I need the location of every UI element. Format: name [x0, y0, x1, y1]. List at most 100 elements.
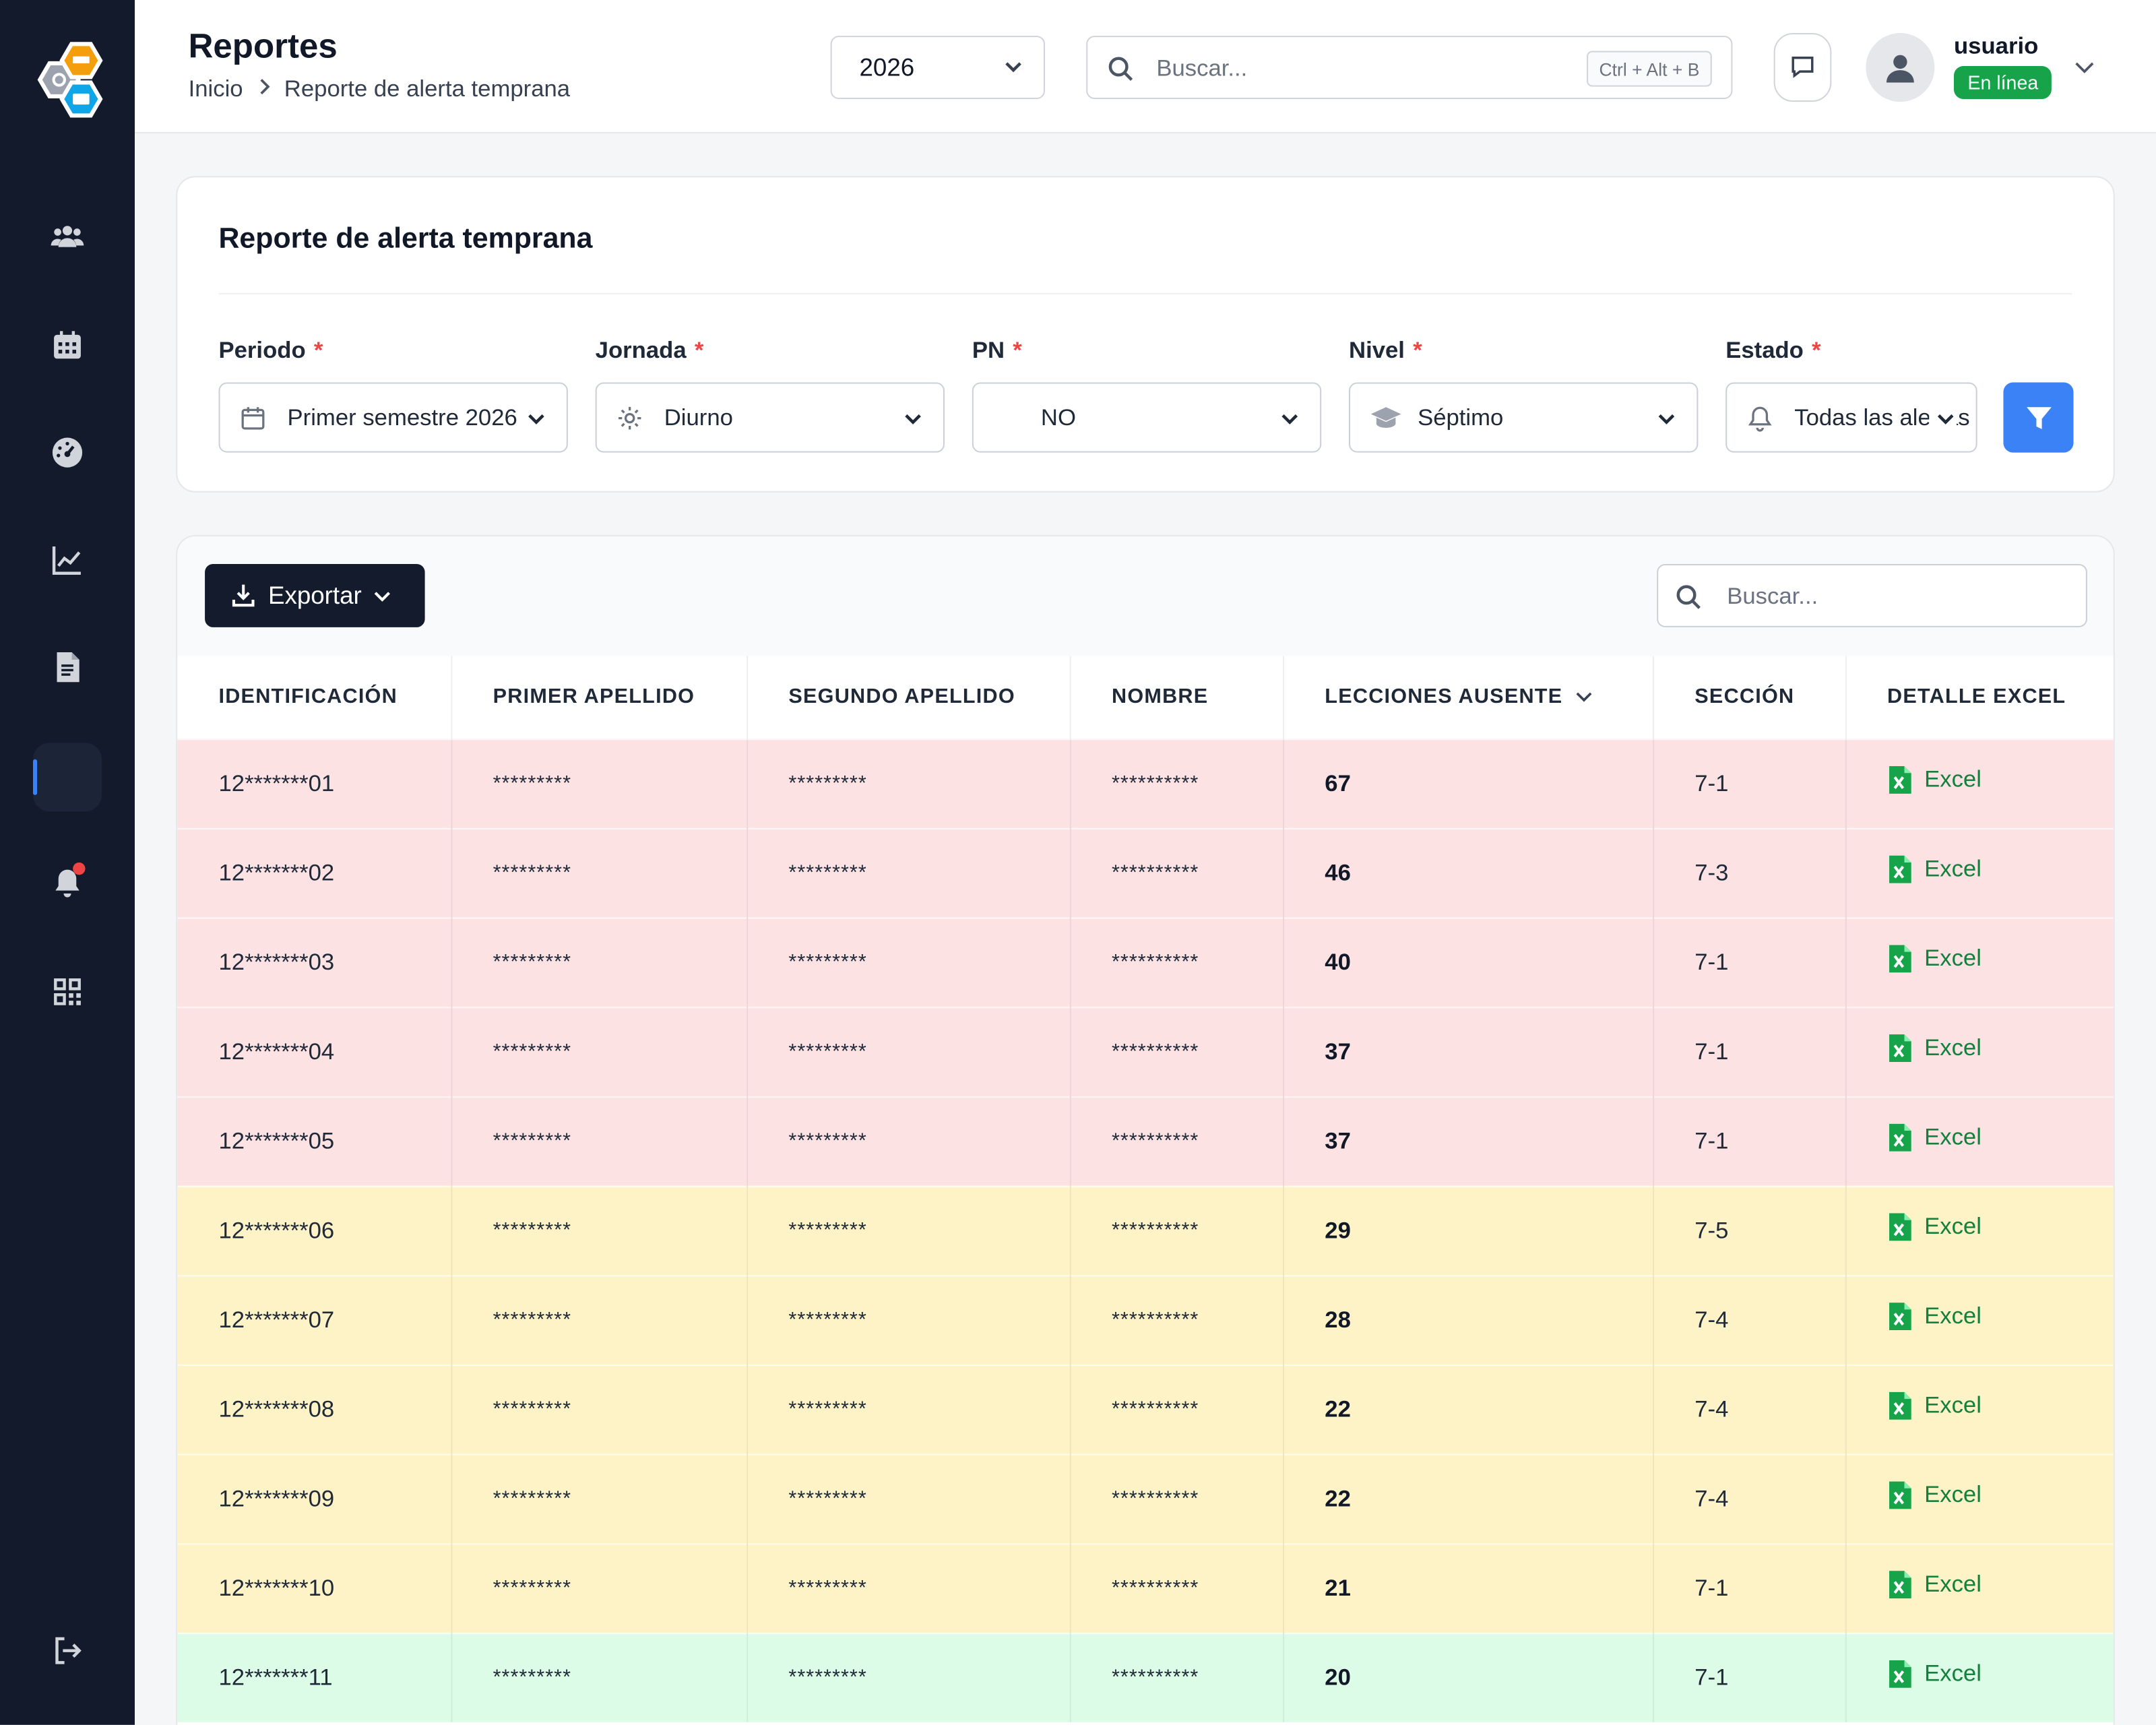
sidebar — [0, 0, 135, 1725]
excel-link-label: Excel — [1924, 1571, 1981, 1598]
excel-download-link[interactable]: Excel — [1887, 765, 1981, 795]
table-row[interactable]: 12*******04 ********* ********* ********** 3… — [177, 1006, 2114, 1096]
estado-select[interactable]: Todas las alertas — [1725, 382, 1977, 453]
excel-file-icon — [1889, 1303, 1911, 1331]
apply-filter-button[interactable] — [2003, 382, 2074, 453]
year-select[interactable]: 2026 — [830, 36, 1046, 99]
table-row[interactable]: 12*******08 ********* ********* ********** 2… — [177, 1364, 2114, 1454]
sidebar-item-reports-active[interactable] — [32, 743, 102, 812]
table-row[interactable]: 12*******10 ********* ********* ********** 2… — [177, 1542, 2114, 1633]
avatar[interactable] — [1866, 32, 1935, 102]
report-table-card: Exportar Buscar... IDENTIFICACIÓN PRIMER… — [176, 535, 2115, 1725]
nivel-select[interactable]: Séptimo — [1349, 382, 1699, 453]
search-icon — [1107, 55, 1135, 90]
sidebar-item-documents[interactable] — [33, 633, 102, 701]
table-row[interactable]: 12*******01 ********* ********* ********** 6… — [177, 738, 2114, 828]
cell-segundo-apellido: ********* — [747, 1274, 1071, 1365]
user-menu-chevron-down-icon[interactable] — [2074, 58, 2096, 84]
cell-primer-apellido: ********* — [451, 1095, 748, 1186]
download-icon — [232, 584, 255, 607]
sidebar-item-alerts[interactable] — [33, 849, 102, 918]
table-row[interactable]: 12*******05 ********* ********* ********** 3… — [177, 1095, 2114, 1186]
chevron-down-icon — [1003, 55, 1025, 84]
excel-download-link[interactable]: Excel — [1887, 1480, 1981, 1511]
cell-segundo-apellido: ********* — [747, 916, 1071, 1007]
bell-icon — [1746, 404, 1774, 439]
document-icon — [57, 652, 80, 683]
excel-file-icon — [1889, 1660, 1911, 1689]
sidebar-item-users[interactable] — [33, 202, 102, 271]
cell-segundo-apellido: ********* — [747, 827, 1071, 918]
cell-primer-apellido: ********* — [451, 916, 748, 1007]
column-header-identificacion[interactable]: IDENTIFICACIÓN — [177, 656, 452, 739]
sidebar-item-dashboard[interactable] — [33, 418, 102, 487]
periodo-select[interactable]: Primer semestre 2026 — [218, 382, 568, 453]
cell-lecciones-ausente: 67 — [1283, 738, 1654, 828]
cell-seccion: 7-1 — [1653, 916, 1846, 1007]
excel-link-label: Excel — [1924, 766, 1981, 792]
user-name: usuario — [1953, 32, 2039, 59]
column-header-nombre[interactable]: NOMBRE — [1069, 656, 1284, 739]
sidebar-item-analytics[interactable] — [33, 526, 102, 594]
excel-link-label: Excel — [1924, 945, 1981, 972]
pn-select[interactable]: NO — [972, 382, 1322, 453]
logout-icon — [55, 1637, 82, 1664]
cell-identificacion: 12*******01 — [177, 738, 452, 828]
excel-download-link[interactable]: Excel — [1887, 943, 1981, 974]
column-header-detalle-excel[interactable]: DETALLE EXCEL — [1845, 656, 2114, 739]
export-button[interactable]: Exportar — [205, 563, 425, 627]
excel-download-link[interactable]: Excel — [1887, 854, 1981, 885]
cell-identificacion: 12*******06 — [177, 1185, 452, 1276]
cell-identificacion: 12*******10 — [177, 1542, 452, 1633]
table-row[interactable]: 12*******11 ********* ********* ********** 2… — [177, 1632, 2114, 1722]
cell-detalle-excel: Excel — [1845, 1095, 2114, 1186]
excel-download-link[interactable]: Excel — [1887, 1123, 1981, 1153]
table-row[interactable]: 12*******09 ********* ********* ********** 2… — [177, 1453, 2114, 1544]
sort-desc-chevron-icon[interactable] — [1574, 686, 1593, 710]
sidebar-item-qr[interactable] — [33, 958, 102, 1026]
excel-download-link[interactable]: Excel — [1887, 1301, 1981, 1331]
cell-detalle-excel: Excel — [1845, 1632, 2114, 1722]
column-header-seccion[interactable]: SECCIÓN — [1653, 656, 1846, 739]
column-header-lecciones-ausente[interactable]: LECCIONES AUSENTE — [1283, 656, 1654, 739]
table-row[interactable]: 12*******07 ********* ********* ********** 2… — [177, 1274, 2114, 1365]
cell-nombre: ********** — [1069, 1185, 1284, 1276]
dashboard-gauge-icon — [52, 437, 83, 468]
user-avatar-icon — [1886, 55, 1914, 83]
sidebar-item-logout[interactable] — [33, 1617, 102, 1685]
cell-detalle-excel: Excel — [1845, 1453, 2114, 1544]
sidebar-item-calendar[interactable] — [33, 311, 102, 379]
cell-lecciones-ausente: 46 — [1283, 827, 1654, 918]
excel-download-link[interactable]: Excel — [1887, 1033, 1981, 1063]
excel-link-label: Excel — [1924, 1303, 1981, 1329]
messages-button[interactable] — [1773, 32, 1832, 102]
excel-download-link[interactable]: Excel — [1887, 1391, 1981, 1421]
cell-nombre: ********** — [1069, 738, 1284, 828]
jornada-select[interactable]: Diurno — [595, 382, 945, 453]
excel-download-link[interactable]: Excel — [1887, 1659, 1981, 1689]
cell-nombre: ********** — [1069, 1274, 1284, 1365]
cell-seccion: 7-4 — [1653, 1453, 1846, 1544]
cell-identificacion: 12*******03 — [177, 916, 452, 1007]
cell-lecciones-ausente: 22 — [1283, 1453, 1654, 1544]
global-search-input[interactable]: Buscar... Ctrl + Alt + B — [1086, 36, 1733, 99]
column-header-segundo-apellido[interactable]: SEGUNDO APELLIDO — [747, 656, 1071, 739]
excel-download-link[interactable]: Excel — [1887, 1212, 1981, 1242]
cell-detalle-excel: Excel — [1845, 1274, 2114, 1365]
excel-download-link[interactable]: Excel — [1887, 1569, 1981, 1600]
nivel-label: Nivel * — [1349, 337, 1422, 363]
table-row[interactable]: 12*******02 ********* ********* ********** 4… — [177, 827, 2114, 918]
cell-segundo-apellido: ********* — [747, 738, 1071, 828]
cell-primer-apellido: ********* — [451, 738, 748, 828]
table-search-input[interactable]: Buscar... — [1657, 563, 2087, 627]
table-row[interactable]: 12*******06 ********* ********* ********** 2… — [177, 1185, 2114, 1276]
table-search-placeholder: Buscar... — [1727, 583, 1818, 610]
column-header-primer-apellido[interactable]: PRIMER APELLIDO — [451, 656, 748, 739]
cell-nombre: ********** — [1069, 1542, 1284, 1633]
cell-nombre: ********** — [1069, 1364, 1284, 1454]
excel-file-icon — [1889, 766, 1911, 794]
breadcrumb-home[interactable]: Inicio — [188, 75, 243, 102]
table-row[interactable]: 12*******03 ********* ********* ********** 4… — [177, 916, 2114, 1007]
app-logo[interactable] — [20, 38, 119, 137]
